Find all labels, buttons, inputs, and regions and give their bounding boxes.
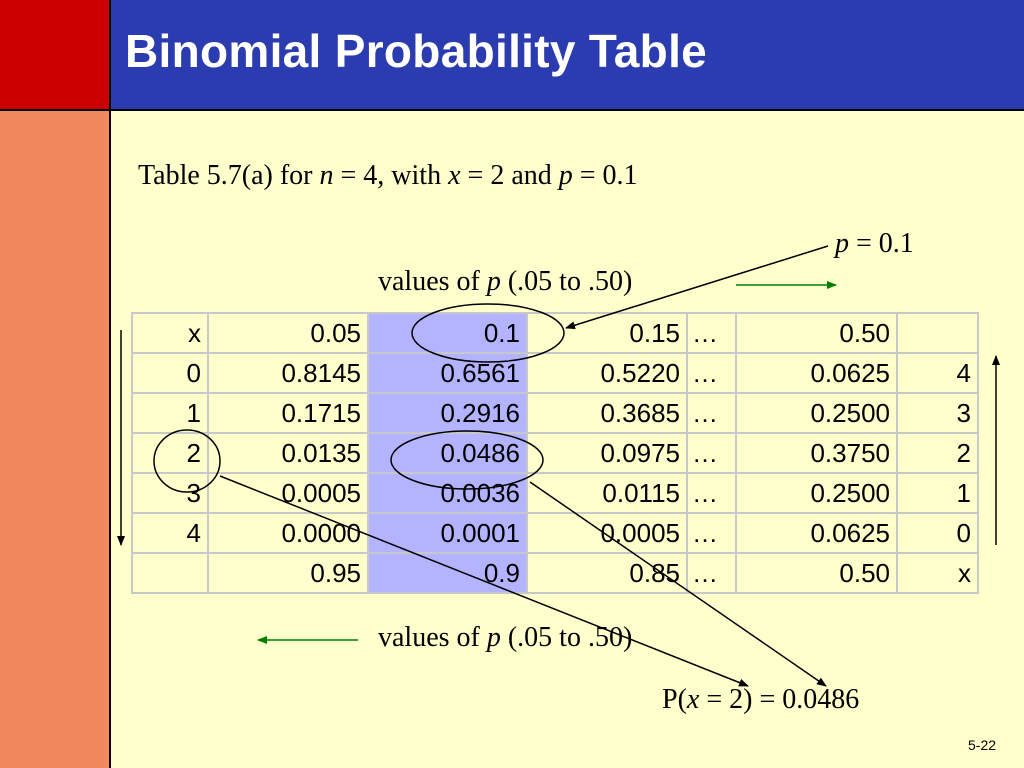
left-sidebar-bar xyxy=(0,111,111,768)
table-cell: 0.3750 xyxy=(735,432,898,474)
values-bottom-var: p xyxy=(486,622,501,653)
table-cell: 0 xyxy=(896,512,979,554)
p-callout-label: p = 0.1 xyxy=(835,228,914,260)
table-header-row: x 0.05 0.1 0.15… 0.50 xyxy=(131,312,979,354)
table-cell: 4 xyxy=(131,512,209,554)
table-cell: 0.0000 xyxy=(207,512,369,554)
title-bar: Binomial Probability Table xyxy=(111,0,1024,111)
table-cell: 0.95 xyxy=(207,552,369,594)
result-prefix: P( xyxy=(662,684,687,715)
slide-title: Binomial Probability Table xyxy=(125,25,708,77)
table-cell: 0.0625 xyxy=(735,352,898,394)
table-cell: … xyxy=(686,352,737,394)
table-cell: 1 xyxy=(131,392,209,434)
table-cell: … xyxy=(686,472,737,514)
values-bottom-prefix: values of xyxy=(378,622,487,653)
subtitle-p-var: p xyxy=(558,160,573,191)
values-top-prefix: values of xyxy=(378,266,487,297)
table-row: 1 0.1715 0.2916 0.3685… 0.2500 3 xyxy=(131,392,979,434)
p-callout-eq: = 0.1 xyxy=(849,228,914,259)
values-top-var: p xyxy=(486,266,501,297)
table-cell: 0.50 xyxy=(735,552,898,594)
table-row: 0 0.8145 0.6561 0.5220… 0.0625 4 xyxy=(131,352,979,394)
table-cell: 1 xyxy=(896,472,979,514)
result-statement: P(x = 2) = 0.0486 xyxy=(662,684,859,716)
table-cell: 0.0625 xyxy=(735,512,898,554)
table-cell: x xyxy=(896,552,979,594)
binomial-table: x 0.05 0.1 0.15… 0.50 0 0.8145 0.6561 0.5220… 0.0… xyxy=(131,312,979,594)
values-of-p-top: values of p (.05 to .50) xyxy=(378,266,632,298)
table-cell: 0.0486 xyxy=(367,432,528,474)
subtitle-p-eq: = 0.1 xyxy=(572,160,638,191)
table-cell: 2 xyxy=(131,432,209,474)
table-cell: 0.1 xyxy=(367,312,528,354)
slide-number: 5-22 xyxy=(968,737,997,753)
table-cell: … xyxy=(686,552,737,594)
table-cell: x xyxy=(131,312,209,354)
table-cell: 0.5220 xyxy=(526,352,688,394)
table-subtitle: Table 5.7(a) for n = 4, with x = 2 and p… xyxy=(138,160,638,192)
subtitle-x-var: x xyxy=(448,160,461,191)
table-cell: 0 xyxy=(131,352,209,394)
table-cell: 4 xyxy=(896,352,979,394)
corner-block xyxy=(0,0,111,111)
table-cell: 0.50 xyxy=(735,312,898,354)
table-cell xyxy=(131,552,209,594)
subtitle-n-var: n xyxy=(319,160,334,191)
values-top-suffix: (.05 to .50) xyxy=(500,266,633,297)
p-callout-var: p xyxy=(835,228,849,259)
table-cell: … xyxy=(686,312,737,354)
table-cell: 0.0036 xyxy=(367,472,528,514)
table-cell: 0.2916 xyxy=(367,392,528,434)
table-cell: … xyxy=(686,392,737,434)
table-cell: 0.6561 xyxy=(367,352,528,394)
table-cell: 0.0005 xyxy=(526,512,688,554)
table-cell: 0.0975 xyxy=(526,432,688,474)
result-var: x xyxy=(686,684,700,715)
table-cell: 0.15 xyxy=(526,312,688,354)
table-cell: 2 xyxy=(896,432,979,474)
table-cell: 0.85 xyxy=(526,552,688,594)
subtitle-prefix: Table 5.7(a) for xyxy=(138,160,320,191)
table-cell: 0.2500 xyxy=(735,392,898,434)
table-row: 3 0.0005 0.0036 0.0115… 0.2500 1 xyxy=(131,472,979,514)
table-cell: 0.2500 xyxy=(735,472,898,514)
table-cell: 0.9 xyxy=(367,552,528,594)
table-footer-row: 0.95 0.9 0.85… 0.50 x xyxy=(131,552,979,594)
subtitle-x-eq: = 2 and xyxy=(460,160,559,191)
table-cell: 0.3685 xyxy=(526,392,688,434)
table-cell xyxy=(896,312,979,354)
table-cell: … xyxy=(686,512,737,554)
table-cell: 0.1715 xyxy=(207,392,369,434)
table-cell: 0.0115 xyxy=(526,472,688,514)
subtitle-n-eq: = 4, with xyxy=(333,160,449,191)
values-of-p-bottom: values of p (.05 to .50) xyxy=(378,622,632,654)
table-cell: 3 xyxy=(131,472,209,514)
table-cell: 0.0005 xyxy=(207,472,369,514)
table-cell: 0.8145 xyxy=(207,352,369,394)
table-cell: 0.0135 xyxy=(207,432,369,474)
values-bottom-suffix: (.05 to .50) xyxy=(500,622,633,653)
table-cell: 0.0001 xyxy=(367,512,528,554)
table-row: 4 0.0000 0.0001 0.0005… 0.0625 0 xyxy=(131,512,979,554)
table-cell: 0.05 xyxy=(207,312,369,354)
result-suffix: = 2) = 0.0486 xyxy=(699,684,860,715)
table-row: 2 0.0135 0.0486 0.0975… 0.3750 2 xyxy=(131,432,979,474)
table-cell: … xyxy=(686,432,737,474)
table-cell: 3 xyxy=(896,392,979,434)
